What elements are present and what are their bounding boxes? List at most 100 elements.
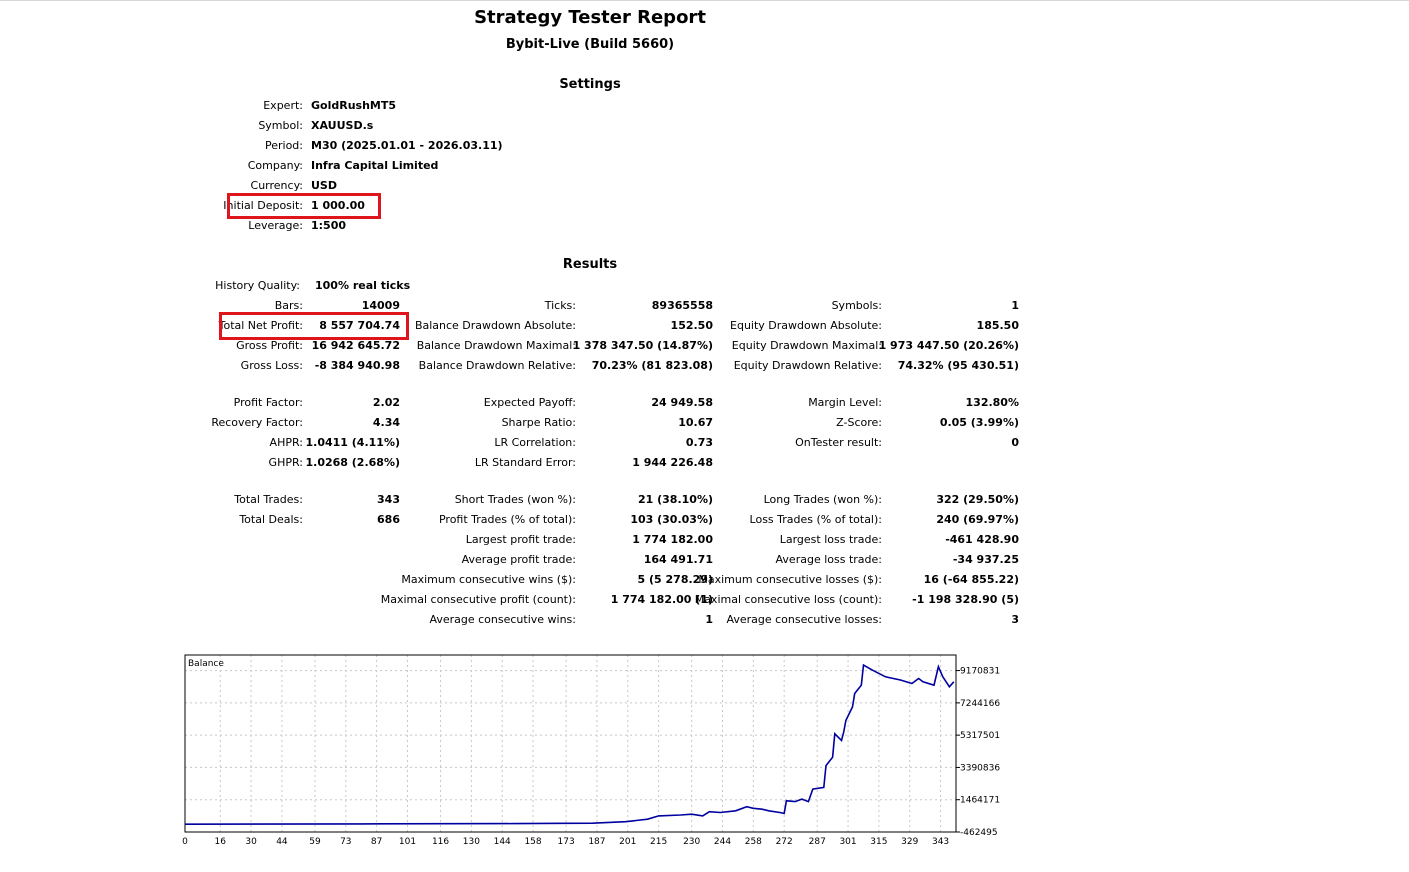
y-tick-label: 5317501	[960, 731, 1000, 741]
loss-trades-of-total-label: Loss Trades (% of total):	[749, 513, 882, 526]
x-tick-label: 215	[650, 837, 667, 847]
company-label: Company:	[247, 159, 303, 172]
ticks-value: 89365558	[651, 299, 713, 312]
profit-trades-of-total-label: Profit Trades (% of total):	[438, 513, 576, 526]
settings-heading: Settings	[559, 77, 621, 92]
x-tick-label: 230	[683, 837, 700, 847]
report-title: Strategy Tester Report	[474, 7, 706, 28]
x-tick-label: 173	[558, 837, 575, 847]
total-net-profit-value: 8 557 704.74	[319, 319, 400, 332]
balance-line	[184, 663, 955, 826]
equity-drawdown-maximal-label: Equity Drawdown Maximal:	[731, 339, 882, 352]
maximum-consecutive-wins-value: 5 (5 278.29)	[637, 573, 713, 586]
y-tick-label: 7244166	[960, 699, 1000, 709]
balance-drawdown-relative-label: Balance Drawdown Relative:	[418, 359, 576, 372]
balance-drawdown-maximal-value: 1 378 347.50 (14.87%)	[572, 339, 713, 352]
x-tick-label: 244	[714, 837, 731, 847]
initial-deposit-value: 1 000.00	[311, 199, 365, 212]
x-tick-label: 130	[463, 837, 480, 847]
x-tick-label: 301	[839, 837, 856, 847]
x-tick-label: 59	[309, 837, 321, 847]
history-quality-label: History Quality:	[215, 279, 300, 292]
x-tick-label: 315	[870, 837, 887, 847]
x-tick-label: 329	[901, 837, 918, 847]
expert-value: GoldRushMT5	[311, 99, 397, 112]
average-consecutive-losses-label: Average consecutive losses:	[726, 613, 882, 626]
largest-loss-trade-label: Largest loss trade:	[779, 533, 882, 546]
x-tick-label: 30	[245, 837, 257, 847]
lr-standard-error-value: 1 944 226.48	[632, 456, 713, 469]
balance-drawdown-maximal-label: Balance Drawdown Maximal:	[416, 339, 576, 352]
lr-correlation-label: LR Correlation:	[494, 436, 576, 449]
x-tick-label: 272	[776, 837, 793, 847]
ontester-result-label: OnTester result:	[795, 436, 882, 449]
x-tick-label: 258	[745, 837, 762, 847]
symbols-label: Symbols:	[831, 299, 882, 312]
total-net-profit-label: Total Net Profit:	[218, 319, 303, 332]
gross-loss-label: Gross Loss:	[240, 359, 303, 372]
expected-payoff-label: Expected Payoff:	[483, 396, 576, 409]
gross-profit-label: Gross Profit:	[236, 339, 303, 352]
profit-factor-label: Profit Factor:	[233, 396, 303, 409]
results-heading: Results	[562, 257, 618, 272]
sharpe-ratio-label: Sharpe Ratio:	[501, 416, 576, 429]
bars-label: Bars:	[274, 299, 303, 312]
maximal-consecutive-loss-count-label: Maximal consecutive loss (count):	[694, 593, 882, 606]
chart-legend: Balance	[188, 659, 224, 669]
balance-drawdown-absolute-value: 152.50	[670, 319, 713, 332]
largest-profit-trade-label: Largest profit trade:	[465, 533, 576, 546]
x-tick-label: 16	[215, 837, 227, 847]
equity-drawdown-relative-value: 74.32% (95 430.51)	[897, 359, 1019, 372]
maximal-consecutive-loss-count-value: -1 198 328.90 (5)	[912, 593, 1019, 606]
x-tick-label: 287	[809, 837, 826, 847]
equity-drawdown-relative-label: Equity Drawdown Relative:	[733, 359, 882, 372]
y-tick-label: 3390836	[960, 763, 1000, 773]
expert-label: Expert:	[263, 99, 303, 112]
profit-factor-value: 2.02	[372, 396, 400, 409]
largest-profit-trade-value: 1 774 182.00	[632, 533, 713, 546]
leverage-label: Leverage:	[248, 219, 303, 232]
margin-level-value: 132.80%	[965, 396, 1019, 409]
average-consecutive-wins-label: Average consecutive wins:	[429, 613, 576, 626]
leverage-value: 1:500	[311, 219, 347, 232]
short-trades-won-value: 21 (38.10%)	[637, 493, 713, 506]
ghpr-value: 1.0268 (2.68%)	[305, 456, 401, 469]
x-tick-label: 73	[340, 837, 351, 847]
lr-standard-error-label: LR Standard Error:	[474, 456, 576, 469]
average-consecutive-wins-value: 1	[705, 613, 713, 626]
report-subtitle: Bybit-Live (Build 5660)	[505, 37, 675, 52]
symbols-value: 1	[1011, 299, 1019, 312]
lr-correlation-value: 0.73	[685, 436, 713, 449]
equity-drawdown-maximal-value: 1 973 447.50 (20.26%)	[878, 339, 1019, 352]
ticks-label: Ticks:	[544, 299, 576, 312]
ahpr-label: AHPR:	[269, 436, 303, 449]
symbol-value: XAUUSD.s	[311, 119, 374, 132]
y-tick-label: 1464171	[960, 796, 1000, 806]
company-value: Infra Capital Limited	[311, 159, 439, 172]
chart-frame	[184, 654, 957, 833]
average-loss-trade-value: -34 937.25	[952, 553, 1019, 566]
x-tick-label: 0	[182, 837, 188, 847]
average-profit-trade-value: 164 491.71	[643, 553, 713, 566]
z-score-value: 0.05 (3.99%)	[939, 416, 1019, 429]
total-deals-label: Total Deals:	[239, 513, 303, 526]
recovery-factor-label: Recovery Factor:	[211, 416, 303, 429]
loss-trades-of-total-value: 240 (69.97%)	[936, 513, 1019, 526]
y-tick-label: 9170831	[960, 667, 1000, 677]
recovery-factor-value: 4.34	[372, 416, 400, 429]
currency-label: Currency:	[250, 179, 303, 192]
short-trades-won-label: Short Trades (won %):	[454, 493, 576, 506]
average-profit-trade-label: Average profit trade:	[461, 553, 576, 566]
symbol-label: Symbol:	[258, 119, 303, 132]
initial-deposit-label: Initial Deposit:	[223, 199, 303, 212]
total-trades-label: Total Trades:	[234, 493, 303, 506]
x-tick-label: 187	[588, 837, 605, 847]
margin-level-label: Margin Level:	[808, 396, 882, 409]
maximum-consecutive-losses-label: Maximum consecutive losses ($):	[698, 573, 882, 586]
x-tick-label: 201	[619, 837, 636, 847]
maximal-consecutive-profit-count-label: Maximal consecutive profit (count):	[380, 593, 576, 606]
profit-trades-of-total-value: 103 (30.03%)	[630, 513, 713, 526]
period-label: Period:	[264, 139, 303, 152]
x-tick-label: 101	[399, 837, 416, 847]
